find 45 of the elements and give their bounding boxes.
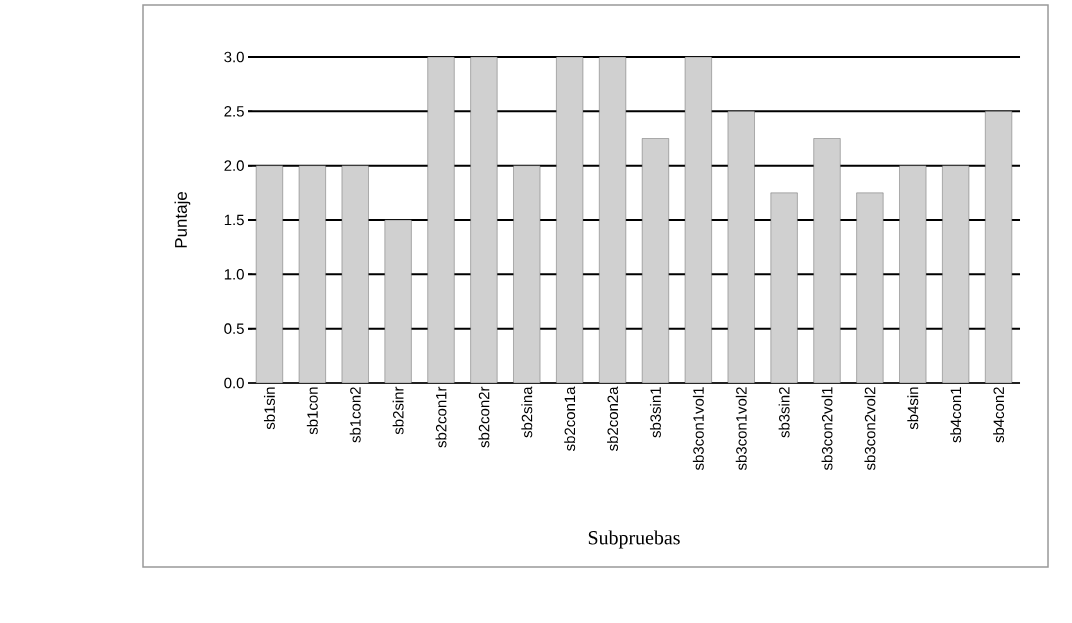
bar xyxy=(985,111,1013,384)
bar xyxy=(255,165,283,384)
bar xyxy=(599,56,627,384)
y-tick-label: 1.5 xyxy=(224,214,244,226)
bar xyxy=(641,138,669,384)
bar xyxy=(856,192,884,384)
y-tick-label: 2.5 xyxy=(224,106,244,117)
x-tick-label: sb1sin xyxy=(263,387,275,430)
y-tick-label: 2.0 xyxy=(224,160,244,171)
x-tick-label: sb4con1 xyxy=(950,387,962,443)
bar xyxy=(427,56,455,384)
bar xyxy=(899,165,927,384)
x-tick-label: sb2sina xyxy=(521,386,533,438)
x-tick-label: sb4sin xyxy=(907,387,919,430)
bar xyxy=(513,165,541,384)
x-tick-label: sb2con1a xyxy=(564,386,576,451)
x-tick-label: sb3con1vol2 xyxy=(735,387,747,471)
bar xyxy=(556,56,584,384)
x-axis-title: Subpruebas xyxy=(588,530,680,549)
x-tick-label: sb3sin1 xyxy=(649,387,661,438)
bar xyxy=(813,138,841,384)
x-tick-label: sb1con xyxy=(306,387,318,435)
bar xyxy=(727,111,755,384)
x-tick-label: sb3con2vol1 xyxy=(821,387,833,471)
x-tick-label: sb3con2vol2 xyxy=(864,387,876,471)
x-tick-label: sb2sinr xyxy=(392,386,404,435)
y-tick-label: 0.5 xyxy=(224,323,244,334)
bar xyxy=(942,165,970,384)
x-tick-label: sb4con2 xyxy=(993,387,1005,443)
bar xyxy=(684,56,712,384)
y-tick-label: 1.0 xyxy=(224,269,244,280)
bar xyxy=(298,165,326,384)
bar xyxy=(384,219,412,384)
bar xyxy=(770,192,798,384)
x-tick-label: sb2con1r xyxy=(435,386,447,448)
y-tick-label: 3.0 xyxy=(224,51,244,63)
y-axis-title: Puntaje xyxy=(174,192,191,248)
x-tick-label: sb1con2 xyxy=(349,387,361,443)
y-tick-label: 0.0 xyxy=(224,377,244,389)
x-tick-label: sb3con1vol1 xyxy=(692,387,704,471)
x-tick-label: sb3sin2 xyxy=(778,387,790,438)
x-tick-label: sb2con2a xyxy=(607,386,619,451)
bar xyxy=(470,56,498,384)
x-tick-label: sb2con2r xyxy=(478,386,490,448)
bar xyxy=(341,165,369,384)
